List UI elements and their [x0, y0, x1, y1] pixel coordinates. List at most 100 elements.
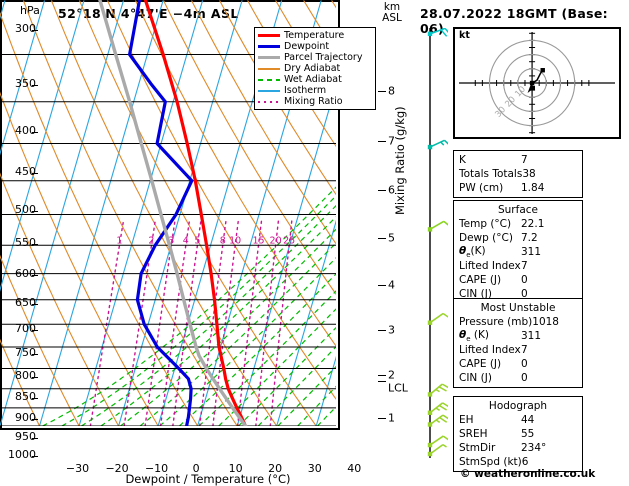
wind-barbs-column [427, 28, 448, 458]
isotherm-line [0, 0, 125, 426]
row-value: 44 [521, 414, 535, 426]
table-heading: Hodograph [488, 400, 548, 412]
pressure-tick-label: 500 [15, 202, 36, 216]
height-tick [378, 330, 386, 332]
mixing-ratio-line [199, 220, 227, 426]
legend-label: Temperature [284, 29, 345, 41]
pressure-tick [32, 131, 38, 133]
wind-barb [427, 443, 447, 457]
height-tick-label: 4 [388, 278, 395, 292]
mixing-ratio-label: 4 [183, 235, 189, 246]
pressure-tick-label: 850 [15, 390, 36, 404]
table-row: θe(K) 311 [454, 245, 582, 259]
row-value: 22.1 [521, 218, 545, 230]
row-label: EH [459, 414, 474, 426]
legend-item: Dry Adiabat [258, 63, 372, 74]
pressure-tick [32, 354, 38, 356]
row-value: 7 [521, 344, 528, 356]
height-tick [378, 238, 386, 240]
pressure-tick-label: 600 [15, 267, 36, 281]
row-value: 55 [521, 428, 535, 440]
legend-label: Wet Adiabat [284, 73, 342, 85]
pressure-tick [32, 30, 38, 31]
row-label: Lifted Index [459, 260, 521, 272]
row-value: 311 [521, 246, 542, 258]
mixing-ratio-label: 8 [220, 235, 226, 246]
pressure-axis: 300 350 400 450 500 550 600 650 700 750 800 850 900 9… [0, 22, 38, 461]
hodograph-ring-label: 20 [503, 95, 518, 110]
pressure-tick [32, 418, 38, 420]
legend-item: Dewpoint [258, 41, 372, 52]
row-label: PW (cm) [459, 182, 504, 194]
row-label: CIN (J) [459, 288, 492, 300]
row-label: Lifted Index [459, 344, 521, 356]
row-value: 0 [521, 358, 528, 370]
mixing-ratio-label: 20 [270, 235, 282, 246]
hodograph-ring [488, 39, 576, 127]
table-row: θe (K) 311 [454, 329, 582, 343]
hodograph-ring [517, 68, 547, 98]
pressure-tick-label: 300 [15, 22, 36, 35]
table-row: CAPE (J) 0 [454, 357, 582, 371]
copyright-notice: © weatheronline.co.uk [460, 468, 596, 480]
wind-barb [427, 220, 448, 232]
mixing-ratio-line [144, 220, 176, 426]
table-row: Totals Totals 38 [454, 167, 582, 181]
hodograph-plot[interactable]: kt 10 20 30 [453, 27, 621, 139]
wind-barb [427, 402, 448, 415]
height-tick-label: 1 [388, 411, 395, 425]
lcl-tick [378, 381, 386, 383]
lcl-label: LCL [388, 381, 408, 395]
row-label: Temp (°C) [459, 218, 512, 230]
wind-barb [427, 383, 448, 397]
wind-barb [427, 414, 448, 427]
pressure-tick-label: 700 [15, 321, 36, 335]
dry-adiabat-line [22, 0, 238, 426]
height-tick-label: 6 [388, 183, 395, 197]
hodograph-point [529, 80, 535, 86]
table-hodograph: Hodograph EH 44 SREH 55 StmDir 234° StmSpd (kt)… [453, 396, 583, 472]
temperature-tick-label: 10 [228, 462, 243, 475]
pressure-axis-unit-label: hPa [20, 4, 40, 17]
mixing-ratio-label: 15 [252, 235, 264, 246]
isotherm-line [0, 0, 46, 156]
dry-adiabat-line [190, 0, 336, 245]
legend-label: Dewpoint [284, 40, 330, 52]
row-label: SREH [459, 428, 488, 440]
height-tick [378, 374, 386, 376]
temperature-tick-label: 40 [347, 462, 362, 475]
height-tick [378, 141, 386, 143]
legend-item: Wet Adiabat [258, 74, 372, 85]
row-label: θe(K) [459, 244, 486, 260]
table-row: SREH 55 [454, 427, 582, 441]
table-row: Temp (°C) 22.1 [454, 217, 582, 231]
pressure-tick-label: 750 [15, 346, 36, 360]
row-value: 0 [521, 288, 528, 300]
xaxis-title: Dewpoint / Temperature (°C) [125, 472, 291, 486]
pressure-tick-label: 1000 [8, 448, 36, 461]
row-label: CIN (J) [459, 372, 492, 384]
mixing-ratio-line [237, 220, 263, 426]
pressure-tick-label: 900 [15, 410, 36, 424]
row-label: Pressure (mb) [459, 316, 533, 328]
row-value: 311 [521, 330, 542, 342]
row-label: θe (K) [459, 328, 489, 344]
pressure-tick-label: 550 [15, 236, 36, 250]
wind-barb [427, 139, 448, 150]
pressure-tick-label: 950 [15, 429, 36, 443]
height-axis-unit-label: km ASL [382, 1, 402, 24]
dry-adiabat-line [246, 0, 336, 148]
pressure-tick [32, 437, 38, 439]
mixing-ratio-axis-title: Mixing Ratio (g/kg) [393, 106, 407, 215]
legend-swatch [258, 89, 280, 92]
legend-swatch [258, 34, 280, 37]
temperature-tick-label: −10 [144, 462, 169, 475]
legend: Temperature Dewpoint Parcel Trajectory Dry … [254, 27, 376, 110]
isotherm-line [78, 0, 204, 426]
isotherm-line [276, 219, 336, 426]
pressure-tick [32, 173, 38, 175]
table-surface: Surface Temp (°C) 22.1 Dewp (°C) 7.2 θe(K) 311… [453, 200, 583, 304]
mixing-ratio-line [89, 220, 125, 426]
dry-adiabat-line [0, 338, 40, 426]
row-value: 1.84 [521, 182, 545, 194]
